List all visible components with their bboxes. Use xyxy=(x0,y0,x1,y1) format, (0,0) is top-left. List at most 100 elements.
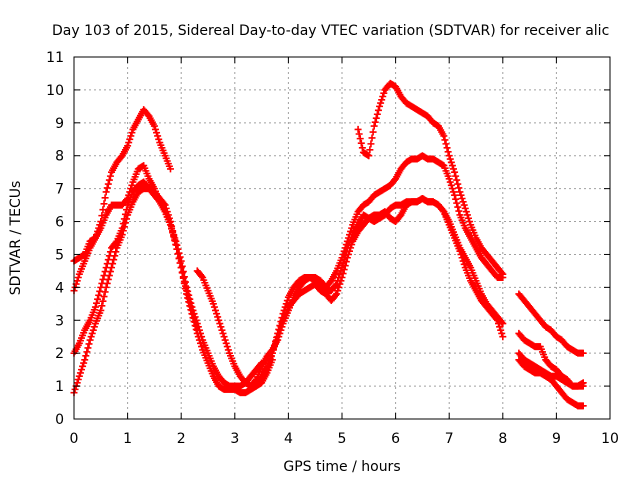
data-point xyxy=(188,306,196,314)
data-point xyxy=(195,336,203,344)
data-point xyxy=(98,302,106,310)
series-track-b3 xyxy=(247,152,507,390)
y-tick-label: 0 xyxy=(55,412,64,428)
data-point xyxy=(357,139,365,147)
data-point xyxy=(451,191,459,199)
data-point xyxy=(105,272,113,280)
data-point xyxy=(340,247,348,255)
data-point xyxy=(213,310,221,318)
y-tick-label: 9 xyxy=(55,116,64,132)
y-tick-label: 7 xyxy=(55,182,64,198)
data-point xyxy=(71,385,79,393)
data-point xyxy=(102,188,110,196)
data-point xyxy=(186,299,194,307)
data-point xyxy=(447,181,455,189)
data-point xyxy=(499,333,507,341)
data-point xyxy=(219,329,227,337)
data-point xyxy=(220,333,228,341)
data-point xyxy=(210,303,218,311)
data-point xyxy=(78,366,86,374)
data-point xyxy=(372,114,380,122)
data-point xyxy=(214,313,222,321)
data-point xyxy=(446,155,454,163)
data-point xyxy=(74,273,82,281)
data-point xyxy=(168,225,176,233)
data-point xyxy=(446,178,454,186)
data-point xyxy=(190,314,198,322)
data-point xyxy=(80,359,88,367)
data-point xyxy=(103,279,111,287)
data-point xyxy=(452,172,460,180)
data-point xyxy=(463,211,471,219)
data-point xyxy=(79,362,87,370)
data-point xyxy=(456,188,464,196)
data-point xyxy=(103,184,111,192)
data-point xyxy=(443,144,451,152)
x-axis-label: GPS time / hours xyxy=(283,459,400,475)
data-point xyxy=(277,326,285,334)
data-point xyxy=(337,277,345,285)
data-point xyxy=(459,198,467,206)
data-point xyxy=(155,135,163,143)
data-point xyxy=(342,241,350,249)
series-track-c4 xyxy=(515,356,587,410)
data-point xyxy=(380,89,388,97)
data-point xyxy=(215,316,223,324)
data-point xyxy=(338,273,346,281)
series-track-b4 xyxy=(354,79,507,278)
series-track-a2 xyxy=(70,162,266,390)
series-track-a1 xyxy=(70,106,174,265)
data-point xyxy=(445,152,453,160)
data-point xyxy=(125,139,133,147)
data-point xyxy=(154,132,162,140)
data-point xyxy=(119,227,127,235)
data-point xyxy=(579,379,587,387)
x-tick-label: 9 xyxy=(552,431,561,447)
data-point xyxy=(451,168,459,176)
y-tick-label: 3 xyxy=(55,313,64,329)
data-point xyxy=(150,122,158,130)
data-point xyxy=(347,227,355,235)
data-point xyxy=(445,175,453,183)
data-point xyxy=(440,132,448,140)
data-point xyxy=(106,172,114,180)
data-point xyxy=(457,191,465,199)
data-point xyxy=(196,339,204,347)
data-point xyxy=(86,336,94,344)
data-point xyxy=(455,207,463,215)
data-point xyxy=(104,275,112,283)
data-point xyxy=(153,129,161,137)
data-point xyxy=(212,306,220,314)
data-point xyxy=(460,201,468,209)
data-point xyxy=(371,118,379,126)
data-point xyxy=(275,333,283,341)
y-tick-label: 8 xyxy=(55,149,64,165)
data-point xyxy=(378,96,386,104)
data-point xyxy=(335,283,343,291)
data-point xyxy=(171,237,179,245)
data-point xyxy=(175,254,183,262)
data-point xyxy=(498,329,506,337)
x-tick-label: 6 xyxy=(391,431,400,447)
data-point xyxy=(126,135,134,143)
x-tick-label: 8 xyxy=(498,431,507,447)
data-point xyxy=(185,295,193,303)
data-point xyxy=(355,130,363,138)
data-point xyxy=(170,233,178,241)
data-point xyxy=(496,323,504,331)
data-point xyxy=(460,260,468,268)
data-point xyxy=(179,273,187,281)
y-tick-label: 10 xyxy=(46,83,64,99)
x-tick-label: 7 xyxy=(445,431,454,447)
data-point xyxy=(76,369,84,377)
data-point xyxy=(216,320,224,328)
data-point xyxy=(452,195,460,203)
y-tick-label: 1 xyxy=(55,379,64,395)
data-point xyxy=(459,257,467,265)
data-point xyxy=(458,195,466,203)
data-point xyxy=(93,299,101,307)
data-point xyxy=(439,206,447,214)
data-point xyxy=(87,333,95,341)
data-point xyxy=(110,256,118,264)
data-point xyxy=(495,320,503,328)
